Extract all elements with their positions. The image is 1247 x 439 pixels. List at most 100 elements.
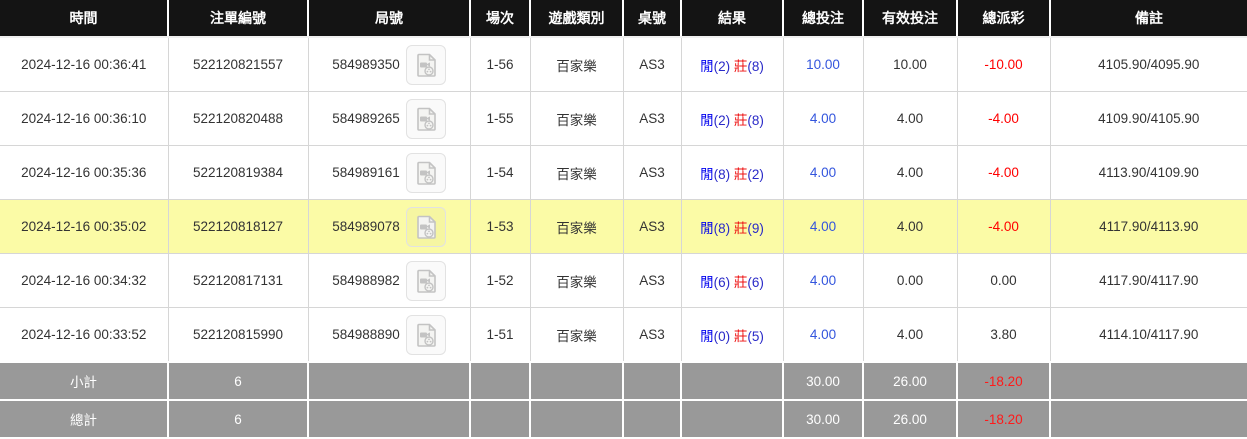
column-header-valid_bet: 有效投注: [862, 0, 957, 38]
summary-label: 小計: [0, 361, 169, 401]
cell-table-no: AS3: [622, 199, 682, 254]
cell-bet-id: 522120817131: [167, 253, 309, 308]
cell-bet-id: 522120819384: [167, 145, 309, 200]
result-banker-points: (2): [747, 166, 764, 182]
cell-time: 2024-12-16 00:33:52: [0, 307, 169, 363]
round-cell-inner: 584988982: [313, 260, 466, 301]
result-player-label: 閒: [700, 328, 714, 344]
summary-count: 6: [167, 361, 309, 401]
cell-remark: 4114.10/4117.90: [1049, 307, 1247, 363]
cell-payout: 0.00: [956, 253, 1051, 308]
video-replay-button[interactable]: [405, 314, 446, 355]
summary-empty: [469, 361, 531, 401]
cell-payout: -4.00: [956, 199, 1051, 254]
cell-payout: 3.80: [956, 307, 1051, 363]
summary-empty: [680, 361, 784, 401]
cell-total-bet: 4.00: [782, 91, 864, 146]
table-row[interactable]: 2024-12-16 00:35:36 522120819384 584989161…: [0, 145, 1247, 200]
summary-empty: [469, 399, 531, 439]
video-replay-icon: [413, 268, 439, 294]
round-number: 584989265: [332, 111, 400, 126]
cell-round-id: 584988982: [307, 253, 471, 308]
cell-result: 閒(0) 莊(5): [680, 307, 784, 363]
summary-payout: -18.20: [956, 399, 1051, 439]
result-player-label: 閒: [700, 220, 714, 236]
table-header: 時間 注單編號 局號 場次 遊戲類別 桌號 結果 總投注 有效投注 總派彩 備註: [0, 0, 1247, 38]
cell-valid-bet: 4.00: [862, 307, 958, 363]
video-replay-icon: [413, 106, 439, 132]
cell-valid-bet: 4.00: [862, 91, 958, 146]
round-number: 584989350: [332, 57, 400, 72]
cell-session: 1-51: [469, 307, 531, 363]
cell-table-no: AS3: [622, 36, 682, 92]
summary-empty: [622, 399, 682, 439]
cell-time: 2024-12-16 00:36:41: [0, 36, 169, 92]
grand-total-row: 總計 6 30.00 26.00 -18.20: [0, 399, 1247, 439]
cell-game-type: 百家樂: [529, 145, 624, 200]
result-player-label: 閒: [700, 58, 714, 74]
video-replay-button[interactable]: [405, 98, 446, 139]
subtotal-row: 小計 6 30.00 26.00 -18.20: [0, 361, 1247, 401]
summary-label: 總計: [0, 399, 169, 439]
cell-time: 2024-12-16 00:34:32: [0, 253, 169, 308]
video-replay-button[interactable]: [405, 152, 446, 193]
column-header-remark: 備註: [1049, 0, 1247, 38]
cell-session: 1-52: [469, 253, 531, 308]
summary-valid-bet: 26.00: [862, 399, 958, 439]
cell-result: 閒(2) 莊(8): [680, 91, 784, 146]
column-header-payout: 總派彩: [956, 0, 1050, 38]
video-replay-icon: [413, 214, 439, 240]
round-cell-inner: 584989350: [313, 44, 466, 85]
summary-total-bet: 30.00: [782, 399, 864, 439]
cell-total-bet: 4.00: [782, 145, 864, 200]
result-player-label: 閒: [700, 166, 714, 182]
table-row[interactable]: 2024-12-16 00:36:41 522120821557 584989350…: [0, 36, 1247, 92]
table-row[interactable]: 2024-12-16 00:34:32 522120817131 584988982…: [0, 253, 1247, 308]
result-banker-label: 莊: [733, 220, 748, 236]
cell-valid-bet: 0.00: [862, 253, 958, 308]
result-player-points: (0): [713, 328, 731, 344]
cell-valid-bet: 4.00: [862, 199, 958, 254]
column-header-round_id: 局號: [307, 0, 470, 38]
cell-bet-id: 522120818127: [167, 199, 309, 254]
cell-table-no: AS3: [622, 91, 682, 146]
cell-valid-bet: 4.00: [862, 145, 958, 200]
column-header-time: 時間: [0, 0, 168, 38]
video-replay-button[interactable]: [405, 260, 446, 301]
table-footer: 小計 6 30.00 26.00 -18.20 總計 6 30.00 26.00 -18.20: [0, 361, 1247, 439]
result-player-points: (8): [713, 220, 731, 236]
video-replay-button[interactable]: [405, 206, 446, 247]
table-row[interactable]: 2024-12-16 00:33:52 522120815990 584988890…: [0, 307, 1247, 363]
summary-empty: [529, 399, 624, 439]
table-row[interactable]: 2024-12-16 00:36:10 522120820488 584989265…: [0, 91, 1247, 146]
cell-round-id: 584988890: [307, 307, 471, 363]
cell-game-type: 百家樂: [529, 36, 624, 92]
result-banker-points: (8): [747, 112, 764, 128]
video-replay-button[interactable]: [405, 44, 446, 85]
cell-total-bet: 4.00: [782, 307, 864, 363]
result-banker-label: 莊: [733, 112, 748, 128]
result-banker-label: 莊: [733, 58, 748, 74]
result-player-points: (6): [713, 274, 731, 290]
result-banker-points: (9): [747, 220, 764, 236]
round-number: 584988890: [332, 327, 400, 342]
table-row[interactable]: 2024-12-16 00:35:02 522120818127 584989078…: [0, 199, 1247, 254]
cell-result: 閒(8) 莊(9): [680, 199, 784, 254]
cell-round-id: 584989161: [307, 145, 471, 200]
summary-total-bet: 30.00: [782, 361, 864, 401]
result-banker-label: 莊: [733, 274, 748, 290]
cell-payout: -4.00: [956, 91, 1051, 146]
round-number: 584989078: [332, 219, 400, 234]
round-number: 584988982: [332, 273, 400, 288]
result-banker-points: (8): [747, 58, 764, 74]
result-banker-label: 莊: [733, 166, 748, 182]
summary-empty: [680, 399, 784, 439]
cell-session: 1-55: [469, 91, 531, 146]
cell-round-id: 584989078: [307, 199, 471, 254]
cell-payout: -4.00: [956, 145, 1051, 200]
cell-valid-bet: 10.00: [862, 36, 958, 92]
round-cell-inner: 584988890: [313, 314, 466, 355]
cell-game-type: 百家樂: [529, 253, 624, 308]
summary-empty: [1049, 361, 1247, 401]
